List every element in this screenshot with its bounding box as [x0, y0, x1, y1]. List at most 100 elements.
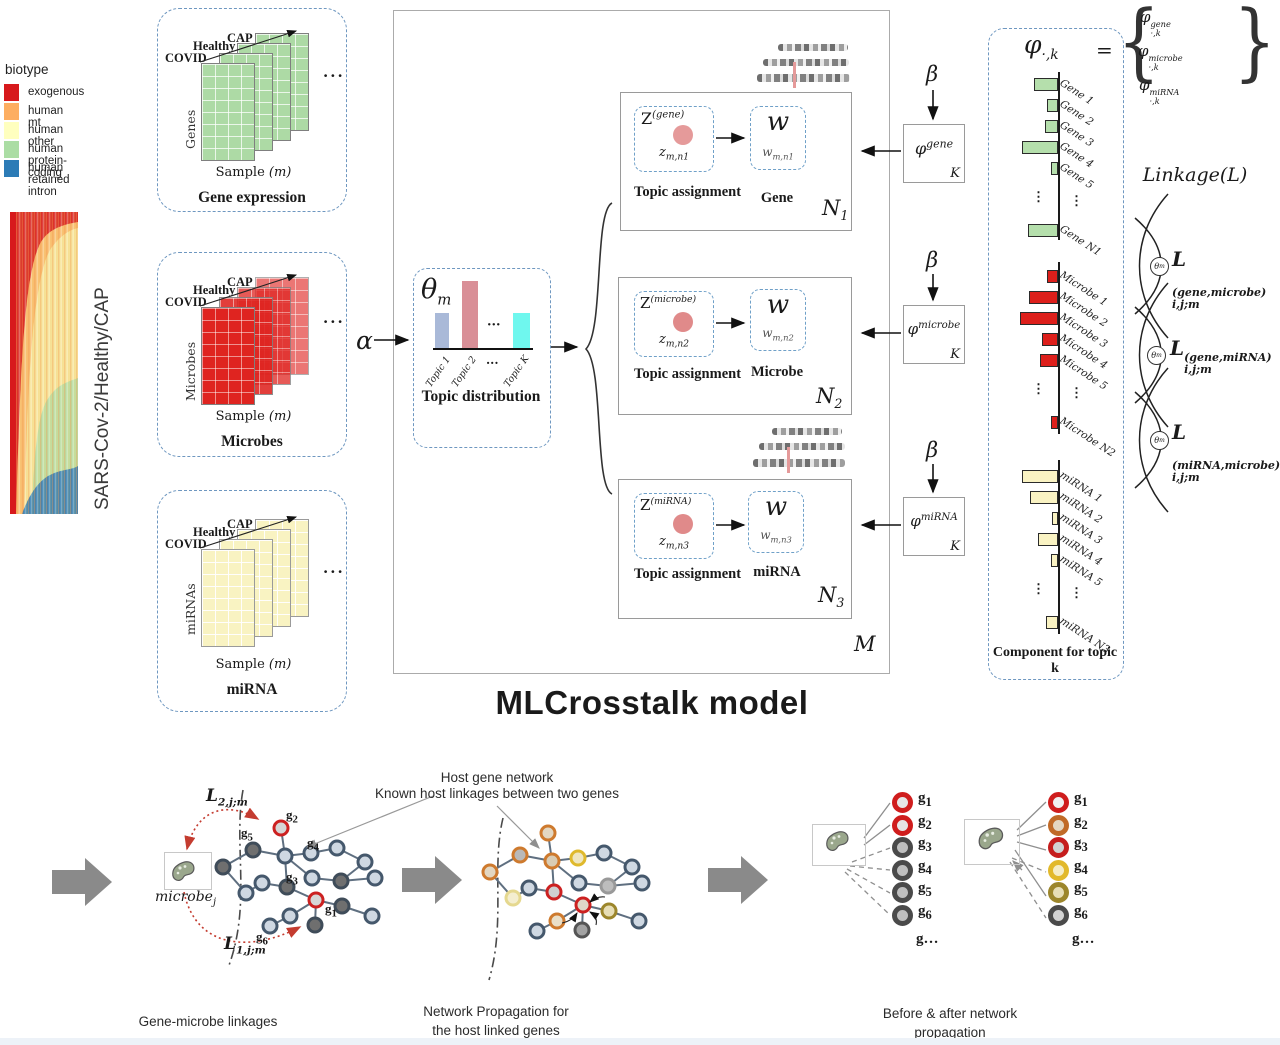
window-edge	[0, 1038, 1280, 1045]
topic-axis	[433, 348, 533, 350]
legend-swatch-2	[4, 122, 19, 139]
node-label-g5: g5	[241, 825, 253, 844]
chromosome-ideogram	[772, 428, 842, 435]
topic-labels-ellipsis: ···	[486, 356, 499, 370]
microbe-component-bars: Microbe 1 Microbe 2 Microbe 3 Microbe 4 Micr…	[1016, 269, 1136, 460]
before-gene-node-4	[892, 859, 913, 881]
covid-label: COVID	[165, 537, 207, 551]
biotype-strip-svg	[10, 212, 78, 514]
plate-N3-label: N3	[818, 583, 845, 611]
phi-microbe-k: φ microbe ·,k	[1138, 42, 1183, 72]
after-gene-node-1	[1048, 792, 1069, 813]
annotation-line	[305, 795, 434, 848]
mirna-component-bars: miRNA 1 miRNA 2 miRNA 3 miRNA 4 miRNA 5 ⋮ ⋮ miR…	[1016, 469, 1136, 656]
after-gene-label-5: g5	[1074, 880, 1088, 900]
before-gene-label-3: g3	[918, 835, 932, 855]
bottom-graphics	[52, 789, 1047, 981]
phi-microbe-box: φmicrobe K	[903, 305, 965, 364]
before-links	[844, 802, 891, 916]
microbe-plate	[618, 277, 852, 415]
genes-axis-label: Genes	[183, 109, 198, 149]
plate-N1-label: N1	[822, 196, 849, 224]
legend-swatch-0	[4, 84, 19, 101]
z-gene-box: Z(gene) zm,n1	[634, 106, 714, 172]
node-label-g3: g3	[286, 869, 298, 888]
phi-gene-k: φ gene ·,k	[1140, 8, 1171, 38]
network-edges	[222, 827, 376, 927]
mirna-bar-4	[1051, 554, 1058, 567]
before-gene-node-1	[892, 792, 913, 813]
before-gene-label-5: g5	[918, 880, 932, 900]
z-microbe-var: zm,n2	[658, 332, 689, 350]
topic-assignment-caption: Topic assignment	[634, 366, 742, 382]
w-microbe-var: wm,n2	[762, 326, 794, 343]
outer-plate-M	[393, 10, 890, 674]
sample-label: Sample (m)	[215, 409, 292, 424]
cap-label: CAP	[227, 517, 253, 531]
gene-more-label: g…	[1072, 931, 1095, 947]
topic-bars-ellipsis: ···	[487, 318, 501, 333]
topic-bar-k	[513, 313, 530, 348]
ellipsis: ···	[323, 313, 345, 331]
topic-bar-2	[462, 281, 478, 348]
phi-mirna-k: φ miRNA ·,k	[1139, 76, 1180, 106]
plate-N2-label: N2	[816, 384, 843, 412]
before-gene-node-2	[892, 814, 913, 836]
legend-swatch-3	[4, 141, 19, 158]
chromosome-ideogram	[757, 74, 850, 82]
panel-title-microbes: Microbes	[221, 433, 283, 450]
beta-symbol: β	[926, 438, 939, 462]
gene-bar-3	[1022, 141, 1058, 154]
microbe-bar-3	[1042, 333, 1058, 346]
legend-label-1: human mt	[28, 105, 64, 129]
microbe-icon-frame	[964, 819, 1020, 865]
covid-label: COVID	[165, 295, 207, 309]
annotation-line	[496, 805, 540, 849]
propagation-arrows	[561, 893, 606, 926]
mirna-panel: COVID Healthy CAP miRNAs Sample (m) miRN…	[157, 490, 347, 712]
after-gene-node-5	[1048, 882, 1069, 904]
plate-K-label: K	[950, 166, 960, 181]
L1jm-label: L1,j;m	[224, 934, 266, 957]
topic-distribution-caption: Topic distribution	[421, 388, 541, 405]
gene-more-label: g…	[916, 931, 939, 947]
mirna-bar-1	[1030, 491, 1058, 504]
gene-bar-0	[1034, 78, 1058, 91]
bars-ellipsis: ⋮	[1032, 190, 1045, 205]
before-gene-node-3	[892, 837, 913, 859]
plate-K-label: K	[950, 347, 960, 362]
phi-microbe-symbol: φmicrobe	[907, 320, 961, 338]
bars-ellipsis: ⋮	[1032, 582, 1045, 597]
microbe-matrix-1	[201, 307, 255, 405]
phi-k-title: φ·,k	[1024, 30, 1059, 63]
gene-plate	[620, 92, 852, 231]
mirna-plate	[618, 479, 852, 619]
mirnas-axis-label: miRNAs	[183, 583, 198, 635]
sample-label: Sample (m)	[215, 657, 292, 672]
right-brace: }	[1233, 0, 1277, 90]
annotation-host-gene-network: Host gene network	[440, 770, 554, 785]
alpha-symbol: α	[356, 326, 373, 355]
caption-network-propagation-2: the host linked genes	[432, 1023, 560, 1038]
microbe-bar-2	[1020, 312, 1058, 325]
microbe-j-label: microbej	[155, 889, 217, 908]
model-title: MLCrosstalk model	[495, 684, 809, 721]
cap-label: CAP	[227, 275, 253, 289]
genome-position-marker	[793, 62, 796, 88]
z-mirna-var: zm,n3	[658, 534, 689, 552]
w-microbe-symbol: w	[766, 290, 790, 320]
mirna-bar-3	[1038, 533, 1058, 546]
network-edges	[489, 832, 643, 932]
gene-bar-4	[1051, 162, 1058, 175]
network-nodes-propagated	[481, 824, 651, 940]
z-gene-symbol: Z(gene)	[641, 109, 685, 128]
w-gene-var: wm,n1	[762, 145, 794, 162]
node-label-g6: g6	[256, 929, 268, 948]
node-label-g2: g2	[286, 807, 298, 826]
covid-label: COVID	[165, 51, 207, 65]
after-links	[1009, 801, 1047, 919]
before-gene-node-6	[892, 905, 913, 926]
panel-title-gene-expression: Gene expression	[198, 189, 306, 206]
